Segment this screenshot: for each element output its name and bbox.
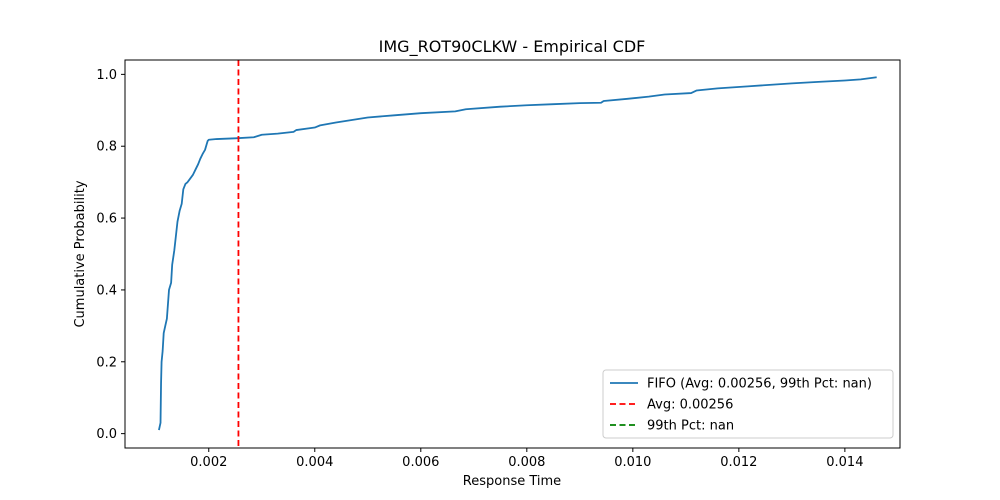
axes-frame <box>124 59 901 449</box>
legend: FIFO (Avg: 0.00256, 99th Pct: nan) Avg: 0… <box>602 369 894 439</box>
x-tick-label: 0.004 <box>296 455 333 470</box>
legend-entry-label: 99th Pct: nan <box>647 419 734 434</box>
y-tick-label: 0.2 <box>96 355 117 370</box>
x-axis-label: Response Time <box>463 474 561 489</box>
x-tick-label: 0.014 <box>826 455 863 470</box>
y-tick-label: 0.6 <box>96 212 117 227</box>
x-tick-label: 0.006 <box>402 455 439 470</box>
y-tick-label: 0.4 <box>96 283 117 298</box>
y-tick-label: 1.0 <box>96 68 117 83</box>
y-axis-label: Cumulative Probability <box>73 180 88 327</box>
series-line <box>158 76 877 431</box>
plot-area: 0.002 0.004 0.006 0.008 0.010 0.012 0.014 0.0 0.… <box>96 59 901 470</box>
x-tick-label: 0.008 <box>508 455 545 470</box>
x-tick-label: 0.010 <box>614 455 651 470</box>
legend-box <box>602 369 894 439</box>
x-tick-label: 0.002 <box>190 455 227 470</box>
chart-title: IMG_ROT90CLKW - Empirical CDF <box>379 37 646 57</box>
legend-entry-label: FIFO (Avg: 0.00256, 99th Pct: nan) <box>647 377 872 392</box>
y-tick-label: 0.8 <box>96 140 117 155</box>
y-tick-label: 0.0 <box>96 427 117 442</box>
x-tick-label: 0.012 <box>720 455 757 470</box>
legend-entry-label: Avg: 0.00256 <box>647 398 733 413</box>
